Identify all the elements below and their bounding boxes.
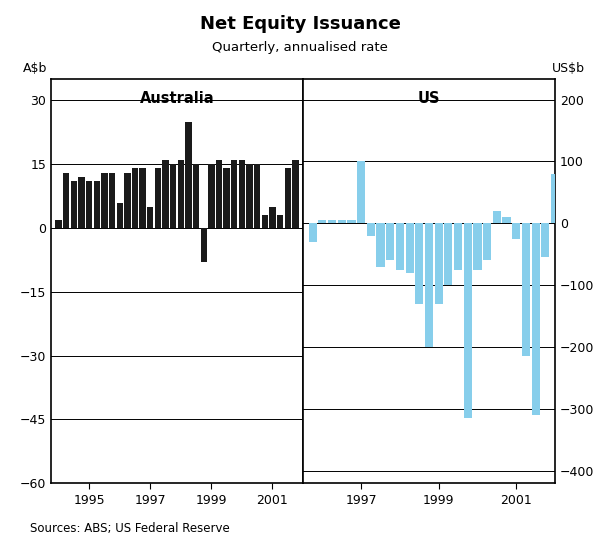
Bar — [132, 169, 138, 228]
Text: Net Equity Issuance: Net Equity Issuance — [200, 15, 400, 33]
Text: Australia: Australia — [140, 91, 214, 106]
Bar — [473, 223, 482, 270]
Text: Sources: ABS; US Federal Reserve: Sources: ABS; US Federal Reserve — [30, 522, 230, 535]
Bar — [208, 164, 215, 228]
Bar — [512, 223, 520, 239]
Bar — [338, 220, 346, 223]
Bar — [386, 223, 394, 260]
Bar — [532, 223, 539, 415]
Bar — [223, 169, 230, 228]
Bar — [239, 160, 245, 228]
Bar — [63, 173, 70, 228]
Bar — [147, 207, 154, 228]
Bar — [284, 169, 291, 228]
Bar — [425, 223, 433, 347]
Bar — [124, 173, 131, 228]
Bar — [406, 223, 413, 273]
Bar — [193, 164, 199, 228]
Bar — [155, 169, 161, 228]
Bar — [170, 164, 176, 228]
Bar — [357, 162, 365, 223]
Bar — [522, 223, 530, 357]
Bar — [178, 160, 184, 228]
Text: A$b: A$b — [23, 62, 47, 75]
Bar — [262, 215, 268, 228]
Bar — [376, 223, 385, 266]
Bar — [254, 164, 260, 228]
Bar — [101, 173, 107, 228]
Bar — [269, 207, 275, 228]
Bar — [247, 164, 253, 228]
Bar — [541, 223, 550, 257]
Bar — [464, 223, 472, 418]
Bar — [396, 223, 404, 270]
Bar — [79, 177, 85, 228]
Bar — [454, 223, 462, 270]
Bar — [109, 173, 115, 228]
Bar — [200, 228, 207, 262]
Bar — [71, 181, 77, 228]
Bar — [163, 160, 169, 228]
Bar — [94, 181, 100, 228]
Bar — [277, 215, 283, 228]
Bar — [502, 217, 511, 223]
Bar — [560, 130, 569, 223]
Bar — [139, 169, 146, 228]
Bar — [347, 220, 356, 223]
Bar — [483, 223, 491, 260]
Bar — [55, 219, 62, 228]
Bar — [571, 118, 578, 223]
Bar — [328, 220, 336, 223]
Text: US$b: US$b — [552, 62, 585, 75]
Bar — [185, 122, 191, 228]
Text: Quarterly, annualised rate: Quarterly, annualised rate — [212, 41, 388, 54]
Bar — [415, 223, 424, 304]
Bar — [86, 181, 92, 228]
Bar — [434, 223, 443, 304]
Bar — [231, 160, 238, 228]
Bar — [116, 203, 123, 228]
Bar — [367, 223, 375, 236]
Bar — [551, 174, 559, 223]
Bar — [445, 223, 452, 285]
Bar — [319, 220, 326, 223]
Bar — [216, 160, 222, 228]
Bar — [292, 160, 299, 228]
Bar — [308, 223, 317, 242]
Text: US: US — [418, 91, 440, 106]
Bar — [493, 211, 501, 223]
